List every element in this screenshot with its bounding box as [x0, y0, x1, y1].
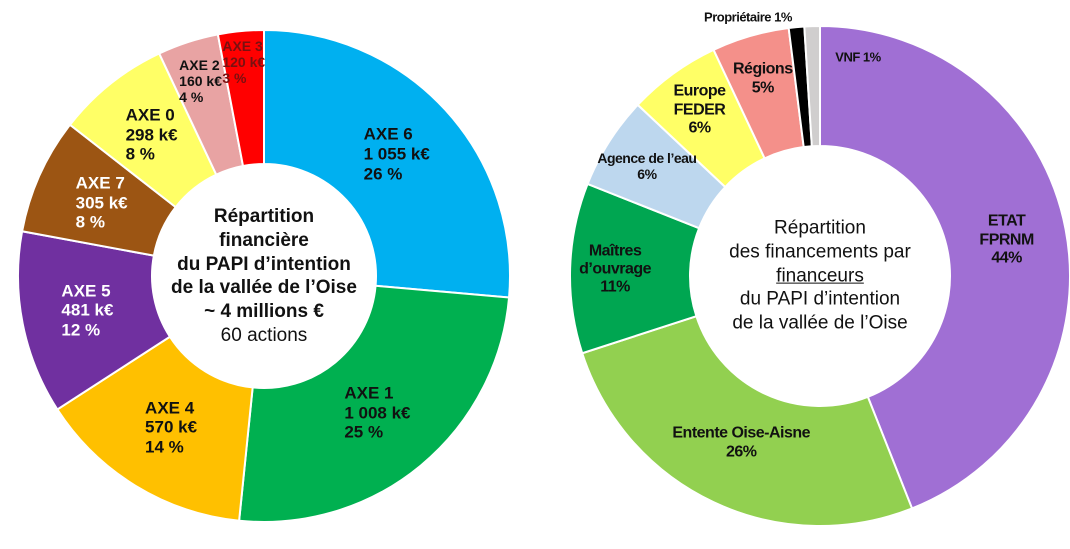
value-label: 1 055 k€ — [363, 144, 430, 164]
center-line: du PAPI d’intention — [739, 288, 901, 310]
donut-slice — [216, 28, 265, 168]
donut-slice — [55, 335, 254, 522]
donut-slice — [580, 314, 914, 527]
donut-slice — [819, 24, 1070, 510]
center-line: de la vallée de l’Oise — [171, 277, 357, 298]
value-label: 11% — [600, 278, 630, 296]
category-label: AXE 7 — [75, 173, 125, 193]
center-line: financière — [219, 229, 309, 251]
center-text: Répartition financière du PAPI d’intention… — [171, 205, 357, 348]
center-line: Répartition — [213, 205, 315, 227]
slice-label: Régions 5% — [733, 61, 793, 98]
slice-label: AXE 4 570 k€ 14 % — [145, 398, 197, 457]
category-label: Agence de l’eau — [597, 150, 697, 167]
value-label: 26% — [725, 443, 757, 461]
category-label: Régions — [732, 60, 793, 78]
slice-label: Agence de l’eau 6% — [597, 150, 697, 183]
category-label: Propriétaire — [704, 9, 772, 25]
category-label: AXE 0 — [125, 106, 175, 126]
center-text: Répartition des financements par financeur… — [729, 217, 911, 336]
value-label: 1 008 k€ — [344, 403, 411, 423]
value-label: 305 k€ — [75, 193, 128, 213]
category-label: VNF — [835, 49, 860, 65]
value-label: 298 k€ — [125, 125, 178, 145]
percent-label: 26 % — [363, 164, 403, 184]
center-line: des financements par — [729, 241, 911, 263]
slice-label: VNF 1% — [835, 49, 881, 66]
category-label: AXE 2 — [179, 56, 220, 73]
value-label: 120 k€ — [222, 53, 266, 70]
slice-label: AXE 3 120 k€ 3 % — [222, 38, 265, 86]
center-line: du PAPI d’intention — [177, 253, 351, 275]
value-label: 570 k€ — [145, 418, 198, 438]
percent-label: 8 % — [75, 212, 105, 232]
value-label: 1% — [862, 49, 881, 65]
value-label: 6% — [688, 119, 711, 137]
category-label: Europe FEDER — [673, 82, 726, 118]
percent-label: 8 % — [125, 145, 155, 165]
slice-label: AXE 0 298 k€ 8 % — [126, 106, 178, 165]
percent-label: 3 % — [222, 70, 247, 86]
slice-label: Maîtres d’ouvrage 11% — [579, 242, 651, 297]
category-label: AXE 5 — [61, 281, 111, 301]
center-line: financeurs — [776, 265, 864, 287]
center-line: de la vallée de l’Oise — [732, 312, 908, 334]
value-label: 6% — [637, 166, 657, 183]
percent-label: 14 % — [145, 437, 184, 457]
donut-slice — [263, 28, 511, 299]
percent-label: 4 % — [179, 89, 204, 106]
slice-label: AXE 2 160 k€ 4 % — [179, 57, 222, 105]
percent-label: 25 % — [344, 422, 384, 442]
slice-label: Europe FEDER 6% — [673, 82, 726, 138]
value-label: 44% — [991, 249, 1022, 267]
category-label: AXE 4 — [145, 398, 195, 418]
donut-slice — [238, 284, 511, 523]
value-label: 5% — [751, 79, 775, 97]
category-label: Maîtres d’ouvrage — [579, 241, 652, 278]
value-label: 481 k€ — [61, 301, 114, 321]
slice-label: ETAT FPRNM 44% — [979, 212, 1034, 268]
slice-label: AXE 7 305 k€ 8 % — [76, 174, 128, 233]
category-label: AXE 3 — [222, 37, 263, 54]
donut-slice — [803, 24, 821, 148]
category-label: AXE 6 — [363, 125, 413, 145]
value-label: 1% — [774, 9, 792, 25]
category-label: Entente Oise-Aisne — [672, 425, 811, 442]
slice-label: AXE 5 481 k€ 12 % — [61, 282, 113, 341]
center-line: Répartition — [774, 217, 866, 239]
center-line: ~ 4 millions € — [204, 300, 324, 322]
donut-slice — [17, 230, 172, 411]
category-label: AXE 1 — [344, 383, 394, 403]
value-label: 160 k€ — [179, 73, 223, 89]
center-line: 60 actions — [220, 324, 308, 346]
slice-label: Propriétaire 1% — [704, 9, 792, 26]
slice-label: Entente Oise-Aisne 26% — [672, 425, 810, 462]
percent-label: 12 % — [61, 320, 101, 340]
category-label: ETAT FPRNM — [979, 212, 1034, 249]
